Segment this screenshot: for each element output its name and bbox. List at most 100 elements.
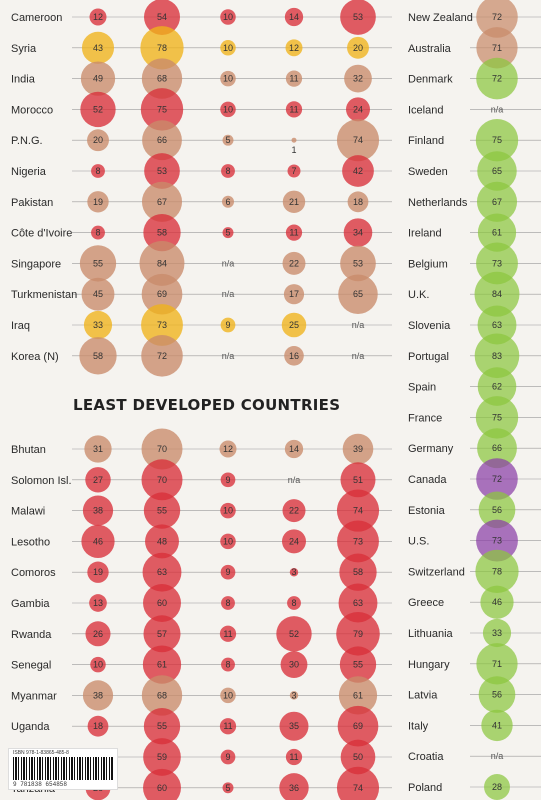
bubble-value: 72: [492, 12, 502, 22]
country-label: Malawi: [11, 506, 45, 518]
bubble: [476, 27, 518, 69]
bubble: [284, 346, 304, 366]
bubble-value: 38: [93, 690, 103, 700]
country-label: Greece: [408, 597, 444, 609]
bubble: [482, 618, 512, 648]
bubble-value: 10: [223, 43, 233, 53]
bubble-value: 8: [225, 598, 230, 608]
bubble: [478, 491, 516, 529]
country-label: Morocco: [11, 104, 53, 116]
bubble-value: 34: [353, 228, 363, 238]
bubble-value: 41: [492, 720, 502, 730]
bubble: [475, 549, 519, 594]
bubble-value: 73: [353, 536, 363, 546]
bubble-value: 58: [353, 567, 363, 577]
bubble: [475, 396, 519, 439]
bubble-value: 5: [225, 135, 230, 145]
country-label: Spain: [408, 382, 436, 394]
bubble: [481, 709, 513, 742]
bubble-value: 5: [225, 783, 230, 793]
bubble-value: 19: [93, 567, 103, 577]
bubble: [140, 26, 184, 70]
bubble-value: 58: [93, 351, 103, 361]
bubble-value: 67: [492, 197, 502, 207]
bubble-value: 74: [353, 506, 363, 516]
bubble-value: 72: [492, 474, 502, 484]
country-label: Switzerland: [408, 566, 465, 578]
bubble: [474, 271, 520, 317]
bubble-value: 55: [157, 506, 167, 516]
bubble-value: 73: [157, 320, 167, 330]
bubble-value: 8: [95, 166, 100, 176]
bubble-value: 28: [492, 782, 502, 792]
bubble: [337, 705, 379, 747]
bubble: [81, 524, 115, 559]
bubble: [219, 718, 237, 735]
bubble-value: 65: [353, 289, 363, 299]
bubble: [220, 687, 236, 704]
bubble-value: 35: [289, 721, 299, 731]
country-label: Rwanda: [11, 629, 52, 641]
bubble-value: 18: [353, 197, 363, 207]
bubble-value: 50: [353, 752, 363, 762]
bubble: [90, 656, 106, 673]
bubble-value: 25: [289, 320, 299, 330]
bubble-value: 24: [353, 104, 363, 114]
bubble: [284, 439, 304, 459]
bubble: [221, 164, 235, 178]
country-label: Finland: [408, 135, 444, 147]
bubble: [480, 585, 514, 619]
bubble: [219, 625, 237, 642]
bubble: [222, 134, 234, 146]
bubble-value: 32: [353, 74, 363, 84]
country-label: Côte d'Ivoire: [11, 228, 72, 240]
bubble-value: 63: [492, 320, 502, 330]
bubble-value: 12: [223, 444, 233, 454]
bubble: [83, 310, 113, 340]
country-label: Turkmenistan: [11, 289, 77, 301]
bubble-value: 11: [289, 228, 298, 238]
bubble-value: 21: [289, 197, 299, 207]
bubble-value: 52: [289, 629, 299, 639]
bubble: [85, 467, 111, 493]
bubble: [476, 643, 518, 685]
bubble: [82, 680, 114, 711]
bubble: [475, 118, 519, 162]
bubble: [141, 675, 183, 716]
country-label: France: [408, 412, 442, 424]
bubble-value: 5: [225, 228, 230, 238]
country-label: Uganda: [11, 721, 50, 733]
bubble: [336, 119, 380, 162]
bubble-value: 10: [223, 690, 233, 700]
bubble: [220, 749, 236, 765]
bubble: [219, 440, 237, 458]
bubble-value: 16: [289, 351, 299, 361]
bubble-value: 79: [353, 629, 363, 639]
bubble: [283, 284, 305, 305]
bubble-value: 8: [225, 166, 230, 176]
bubble-value: 48: [157, 536, 167, 546]
bubble: [477, 305, 517, 345]
bubble: [276, 616, 312, 652]
bubble: [477, 151, 517, 191]
bubble-value: 70: [157, 444, 167, 454]
bubble-value: 55: [93, 258, 103, 268]
bubble: [143, 738, 181, 776]
bubble-value: 60: [157, 783, 167, 793]
bubble-value: 75: [157, 104, 167, 114]
bubble: [336, 612, 380, 656]
bubble: [289, 691, 299, 700]
country-label: P.N.G.: [11, 135, 43, 147]
bubble: [339, 553, 377, 591]
bubble: [87, 129, 109, 152]
bubble-value: 75: [492, 412, 502, 422]
country-label: Myanmar: [11, 690, 57, 702]
bubble: [336, 489, 380, 532]
bubble: [141, 58, 183, 99]
country-label: Comoros: [11, 567, 56, 579]
bubble-value: 38: [93, 506, 103, 516]
bubble-value: 7: [291, 166, 296, 176]
bubble: [280, 651, 308, 679]
bubble: [82, 495, 114, 526]
